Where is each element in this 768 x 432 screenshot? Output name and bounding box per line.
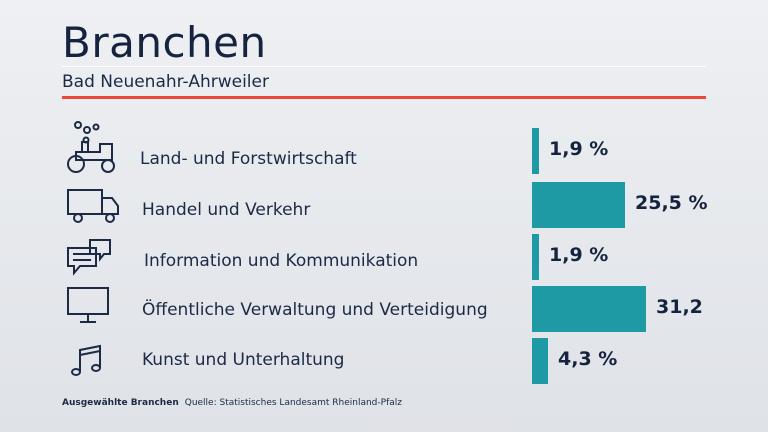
bar-verwaltung: [532, 286, 646, 332]
category-label-land-forst: Land- und Forstwirtschaft: [140, 149, 357, 169]
category-label-handel-verkehr: Handel und Verkehr: [142, 200, 311, 220]
bar-handel-verkehr: [532, 182, 625, 228]
value-label-handel-verkehr: 25,5 %: [635, 192, 708, 214]
music-note-icon: [71, 344, 101, 376]
category-label-information: Information und Kommunikation: [144, 251, 419, 271]
title-divider: [62, 66, 706, 67]
bar-land-forst: [532, 128, 539, 174]
value-label-kunst: 4,3 %: [558, 348, 618, 370]
page-title: Branchen: [62, 18, 267, 67]
page-subtitle: Bad Neuenahr-Ahrweiler: [62, 72, 269, 92]
category-label-verwaltung: Öffentliche Verwaltung und Verteidigung: [142, 300, 488, 320]
bar-information: [532, 234, 539, 280]
value-label-verwaltung: 31,2: [656, 296, 703, 318]
value-label-information: 1,9 %: [549, 244, 609, 266]
tractor-icon: [67, 121, 115, 173]
accent-rule: [62, 96, 706, 99]
footer-note: Ausgewählte Branchen: [62, 398, 179, 408]
bar-kunst: [532, 338, 548, 384]
category-label-kunst: Kunst und Unterhaltung: [142, 350, 345, 370]
speech-bubbles-icon: [67, 239, 111, 276]
footer: Ausgewählte Branchen Quelle: Statistische…: [62, 398, 402, 408]
value-label-land-forst: 1,9 %: [549, 138, 609, 160]
monitor-icon: [67, 287, 109, 323]
truck-icon: [67, 189, 119, 223]
footer-source: Quelle: Statistisches Landesamt Rheinlan…: [184, 398, 402, 408]
